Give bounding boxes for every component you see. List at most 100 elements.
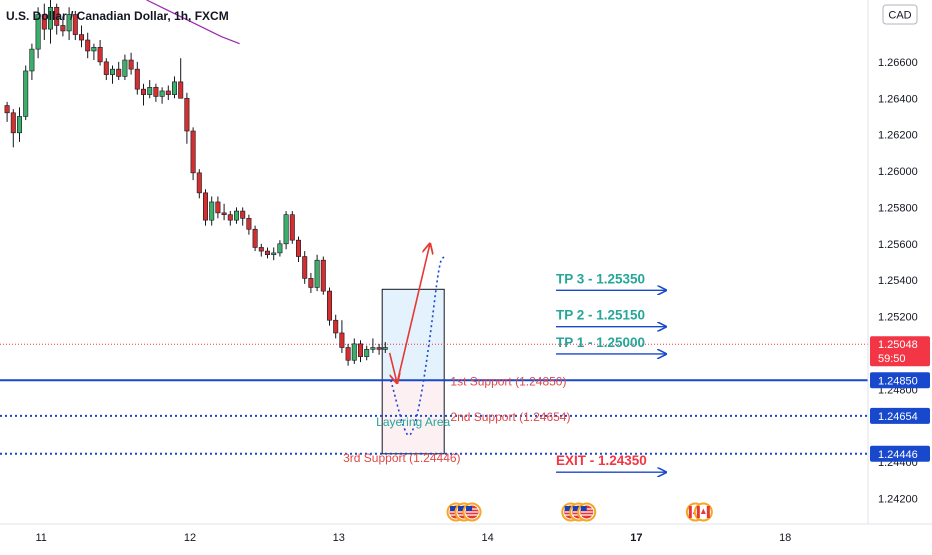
- event-flags[interactable]: [446, 502, 482, 522]
- candlestick: [54, 3, 60, 35]
- candle-body: [23, 70, 29, 117]
- candlestick: [134, 61, 140, 95]
- candle-body: [97, 47, 103, 63]
- candle-body: [54, 6, 60, 26]
- current-price-badge[interactable]: 1.25048 59:50: [870, 336, 930, 367]
- price-line-badge[interactable]: 1.24654: [870, 407, 930, 424]
- target-level[interactable]: TP 1 - 1.25000: [556, 335, 666, 354]
- target-label: EXIT - 1.24350: [556, 453, 647, 468]
- candle-body: [103, 61, 109, 75]
- candle-body: [320, 259, 326, 292]
- candlestick: [264, 247, 270, 259]
- candle-body: [91, 47, 97, 52]
- price-tick-label: 1.25400: [878, 275, 918, 287]
- economic-events[interactable]: [446, 502, 713, 522]
- candle-body: [35, 14, 41, 50]
- event-flags[interactable]: [685, 502, 713, 522]
- annotation-text: 3rd Support (1.24446): [343, 451, 460, 465]
- candlestick: [141, 83, 147, 106]
- candle-body: [66, 14, 72, 32]
- candlestick: [79, 25, 85, 48]
- candle-body: [147, 87, 153, 95]
- candle-body: [116, 68, 122, 77]
- price-line-badge[interactable]: 1.24446: [870, 445, 930, 462]
- candlestick: [97, 40, 103, 66]
- candle-body: [333, 319, 339, 334]
- candlestick: [47, 0, 53, 44]
- candle-body: [295, 239, 301, 257]
- candlestick: [16, 107, 22, 142]
- candle-body: [184, 97, 190, 132]
- candlestick: [308, 272, 314, 293]
- moving-average: [146, 0, 240, 45]
- down-arrow[interactable]: [388, 352, 397, 383]
- candle-body: [264, 250, 270, 256]
- candle-body: [308, 278, 314, 288]
- candle-body: [190, 130, 196, 174]
- candlestick: [370, 338, 376, 353]
- candle-body: [277, 243, 283, 254]
- candle-body: [10, 112, 16, 134]
- candle-body: [258, 247, 264, 252]
- candle-body: [165, 90, 171, 95]
- candlestick: [357, 340, 363, 363]
- moving-average-line: [146, 0, 240, 45]
- candle-body: [227, 214, 233, 221]
- price-tick-label: 1.26600: [878, 57, 918, 69]
- event-flags[interactable]: [561, 502, 597, 522]
- candle-body: [196, 172, 202, 194]
- candlestick: [320, 256, 326, 295]
- candlestick: [72, 10, 78, 41]
- price-tick-label: 1.26000: [878, 166, 918, 178]
- candlestick: [376, 343, 382, 355]
- candle-body: [246, 218, 252, 230]
- candle-body: [326, 290, 332, 321]
- candlestick: [277, 240, 283, 257]
- candlestick: [85, 32, 91, 59]
- price-tick-label: 1.25800: [878, 202, 918, 214]
- target-level[interactable]: EXIT - 1.24350: [556, 453, 666, 472]
- target-label: TP 1 - 1.25000: [556, 335, 645, 350]
- candlestick: [196, 169, 202, 199]
- target-level[interactable]: TP 3 - 1.25350: [556, 271, 666, 290]
- candlestick: [60, 16, 66, 37]
- price-line-badge-label: 1.24654: [878, 411, 918, 423]
- candlestick: [184, 92, 190, 144]
- candle-body: [16, 116, 22, 134]
- candle-body: [172, 81, 178, 95]
- candle-body: [376, 347, 382, 350]
- candlestick: [283, 211, 289, 250]
- currency-button[interactable]: CAD: [882, 4, 918, 25]
- candlestick: [227, 211, 233, 226]
- price-tick-label: 1.26400: [878, 93, 918, 105]
- candlestick: [345, 343, 351, 366]
- price-tick-label: 1.25600: [878, 239, 918, 251]
- drawings[interactable]: [388, 244, 445, 436]
- candle-body: [271, 252, 277, 256]
- us-flag-icon[interactable]: [577, 502, 597, 522]
- target-level[interactable]: TP 2 - 1.25150: [556, 308, 666, 327]
- candle-body: [153, 87, 159, 97]
- candlestick: [351, 338, 357, 364]
- canada-flag-icon[interactable]: [693, 502, 713, 522]
- candlestick: [240, 207, 246, 226]
- us-flag-icon[interactable]: [462, 502, 482, 522]
- candlestick: [4, 101, 10, 122]
- candle-body: [122, 59, 128, 77]
- annotation-text: 2nd Support (1.24654): [450, 410, 570, 424]
- up-arrow[interactable]: [396, 244, 430, 384]
- time-axis-ticks: 11 12 13 14 17 18: [35, 532, 791, 544]
- projection-path[interactable]: [390, 256, 445, 436]
- symbol-title: U.S. Dollar / Canadian Dollar, 1h, FXCM: [6, 9, 229, 23]
- price-axis[interactable]: [868, 0, 932, 524]
- currency-button-label: CAD: [888, 10, 911, 22]
- price-axis-badges: 1.24850 1.24654 1.24446 1.25048 59:50: [870, 336, 930, 462]
- price-line-badge[interactable]: 1.24850: [870, 372, 930, 389]
- candle-body: [252, 228, 258, 248]
- candlestick: [10, 109, 16, 148]
- candlestick: [234, 207, 240, 224]
- candle-body: [41, 14, 47, 30]
- candlestick: [339, 320, 345, 353]
